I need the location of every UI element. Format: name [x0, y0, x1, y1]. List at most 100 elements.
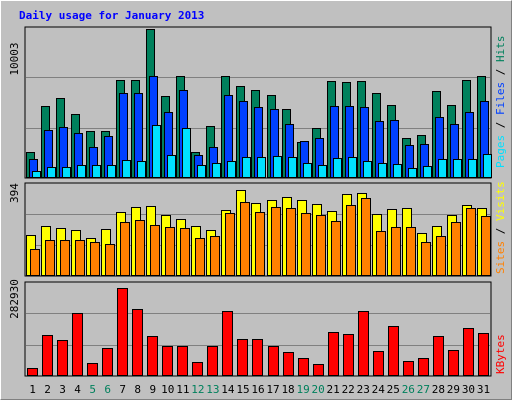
- bar-pages-day-2: [47, 167, 56, 178]
- bar-pages-day-11: [182, 128, 191, 178]
- day-labels: 1 2 3 4 5 6 7 8 9 10 11 12 13 14 15 16 17 18 19 20 21 22 23 24 2…: [29, 383, 490, 396]
- bar-pages-day-10: [167, 155, 176, 178]
- y-max-label-visits: 394: [8, 183, 21, 203]
- bar-sites-day-3: [60, 240, 70, 276]
- day-label-6: 6: [104, 383, 111, 396]
- bar-kbytes-day-8: [132, 309, 143, 376]
- day-label-27: 27: [417, 383, 430, 396]
- bar-sites-day-20: [316, 215, 326, 276]
- bar-kbytes-day-26: [403, 361, 414, 376]
- bar-sites-day-27: [421, 242, 431, 276]
- bar-kbytes-day-1: [27, 368, 38, 376]
- day-label-22: 22: [342, 383, 355, 396]
- bar-pages-day-7: [122, 160, 131, 178]
- legend-sep-2: /: [494, 62, 507, 82]
- bar-sites-day-25: [391, 227, 401, 276]
- bar-pages-day-21: [333, 158, 342, 178]
- day-label-23: 23: [357, 383, 370, 396]
- bar-sites-day-12: [195, 238, 205, 276]
- day-label-31: 31: [477, 383, 490, 396]
- bar-sites-day-7: [120, 222, 130, 276]
- legend-files: Files: [494, 82, 507, 115]
- bar-sites-day-10: [165, 227, 175, 276]
- bar-kbytes-day-19: [298, 358, 309, 376]
- bar-pages-day-27: [423, 166, 432, 178]
- day-label-21: 21: [327, 383, 340, 396]
- day-label-14: 14: [221, 383, 235, 396]
- bar-kbytes-day-16: [252, 339, 263, 376]
- bar-sites-day-24: [376, 231, 386, 276]
- bar-sites-day-11: [180, 228, 190, 276]
- bar-pages-day-16: [257, 157, 266, 178]
- bar-kbytes-day-2: [42, 335, 53, 376]
- bar-kbytes-day-3: [57, 340, 68, 376]
- bar-sites-day-29: [451, 222, 461, 276]
- legend-sep-1: /: [494, 115, 507, 135]
- day-label-2: 2: [44, 383, 51, 396]
- bar-pages-day-4: [77, 165, 86, 178]
- bar-sites-day-13: [210, 236, 220, 276]
- bar-kbytes-day-29: [448, 350, 459, 376]
- day-label-3: 3: [59, 383, 66, 396]
- bar-pages-day-8: [137, 161, 146, 178]
- legend-requests: Pages / Files / Hits: [494, 36, 507, 169]
- bar-kbytes-day-4: [72, 313, 83, 376]
- bar-kbytes-day-9: [147, 336, 158, 376]
- legend-sep-3: /: [494, 221, 507, 241]
- day-label-9: 9: [149, 383, 156, 396]
- bar-kbytes-day-27: [418, 358, 429, 376]
- bar-pages-day-24: [378, 163, 387, 178]
- bar-kbytes-day-11: [177, 346, 188, 376]
- day-label-19: 19: [296, 383, 309, 396]
- bar-pages-day-18: [288, 157, 297, 178]
- bar-sites-day-31: [481, 216, 491, 276]
- bar-sites-day-22: [346, 205, 356, 276]
- bar-pages-day-15: [242, 157, 251, 178]
- bar-kbytes-day-17: [268, 346, 279, 376]
- y-max-label-kbytes: 282930: [8, 279, 21, 319]
- bar-kbytes-day-13: [207, 346, 218, 376]
- bar-kbytes-day-25: [388, 326, 399, 376]
- y-axis-labels: 10003 394 282930: [8, 42, 21, 318]
- day-label-25: 25: [387, 383, 400, 396]
- bar-sites-day-30: [466, 208, 476, 276]
- bar-pages-day-6: [107, 165, 116, 178]
- bar-kbytes-day-7: [117, 288, 128, 376]
- bar-pages-day-25: [393, 164, 402, 178]
- bar-pages-day-22: [348, 157, 357, 178]
- day-label-4: 4: [74, 383, 81, 396]
- bar-sites-day-6: [105, 244, 115, 276]
- day-label-26: 26: [402, 383, 415, 396]
- bar-pages-day-1: [32, 171, 41, 178]
- bar-kbytes-day-6: [102, 348, 113, 376]
- bar-sites-day-15: [240, 202, 250, 276]
- bar-sites-day-18: [286, 208, 296, 276]
- day-label-7: 7: [119, 383, 126, 396]
- bar-kbytes-day-20: [313, 364, 324, 376]
- bar-pages-day-26: [408, 168, 417, 178]
- day-label-15: 15: [236, 383, 249, 396]
- bar-kbytes-day-14: [222, 311, 233, 376]
- bar-kbytes-day-24: [373, 351, 384, 376]
- day-label-12: 12: [191, 383, 204, 396]
- bar-pages-day-3: [62, 167, 71, 178]
- bar-pages-day-13: [212, 163, 221, 178]
- legend-pages: Pages: [494, 135, 507, 168]
- bar-pages-day-20: [318, 165, 327, 178]
- bar-kbytes-day-22: [343, 334, 354, 376]
- bar-sites-day-14: [225, 213, 235, 276]
- bar-kbytes-day-30: [463, 328, 474, 376]
- day-label-13: 13: [206, 383, 219, 396]
- bar-sites-day-28: [436, 236, 446, 276]
- bar-kbytes-day-18: [283, 352, 294, 376]
- bar-kbytes-day-23: [358, 311, 369, 376]
- chart-title: Daily usage for January 2013: [19, 9, 204, 22]
- day-label-28: 28: [432, 383, 445, 396]
- day-label-29: 29: [447, 383, 460, 396]
- legend-visits: Visits: [494, 181, 507, 221]
- bar-kbytes-day-12: [192, 362, 203, 376]
- bar-kbytes-day-15: [237, 339, 248, 376]
- day-label-8: 8: [134, 383, 141, 396]
- bar-pages-day-14: [227, 161, 236, 178]
